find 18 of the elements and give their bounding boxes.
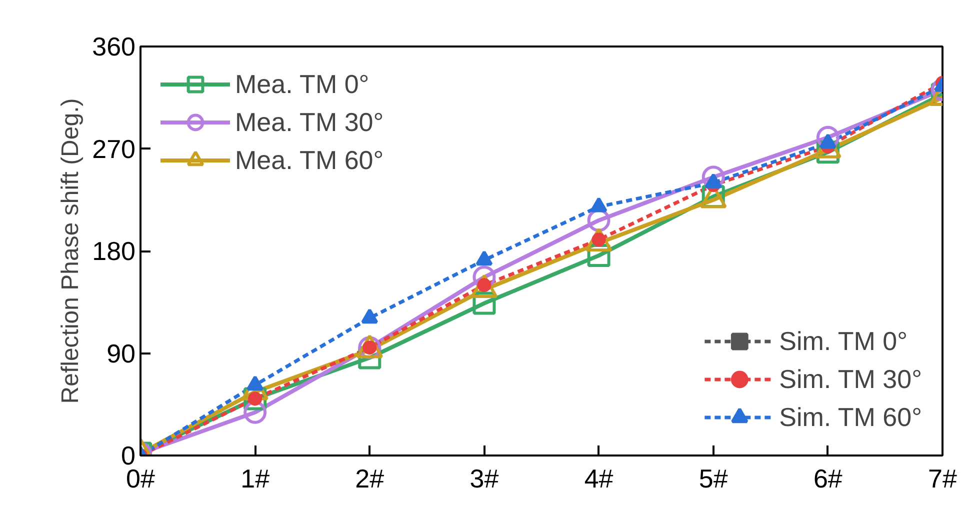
- y-tick-label: 360: [92, 32, 136, 62]
- y-tick-label: 180: [92, 236, 136, 266]
- x-tick-label: 4#: [584, 464, 614, 494]
- legend-label: Sim. TM 0°: [779, 326, 908, 356]
- y-axis-title: Reflection Phase shift (Deg.): [57, 98, 84, 404]
- legend-label: Sim. TM 60°: [779, 402, 922, 432]
- legend-label: Mea. TM 30°: [235, 106, 384, 138]
- legend-label: Mea. TM 0°: [235, 68, 370, 100]
- x-tick-label: 3#: [470, 464, 500, 494]
- legend-label: Sim. TM 30°: [779, 364, 922, 394]
- x-tick-label: 2#: [355, 464, 385, 494]
- x-tick-label: 1#: [240, 464, 270, 494]
- x-tick-label: 7#: [928, 464, 958, 494]
- x-tick-label: 5#: [698, 464, 728, 494]
- x-tick-label: 6#: [813, 464, 843, 494]
- y-tick-label: 270: [92, 134, 136, 164]
- y-tick-label: 90: [106, 338, 136, 368]
- legend-label: Mea. TM 60°: [235, 144, 384, 176]
